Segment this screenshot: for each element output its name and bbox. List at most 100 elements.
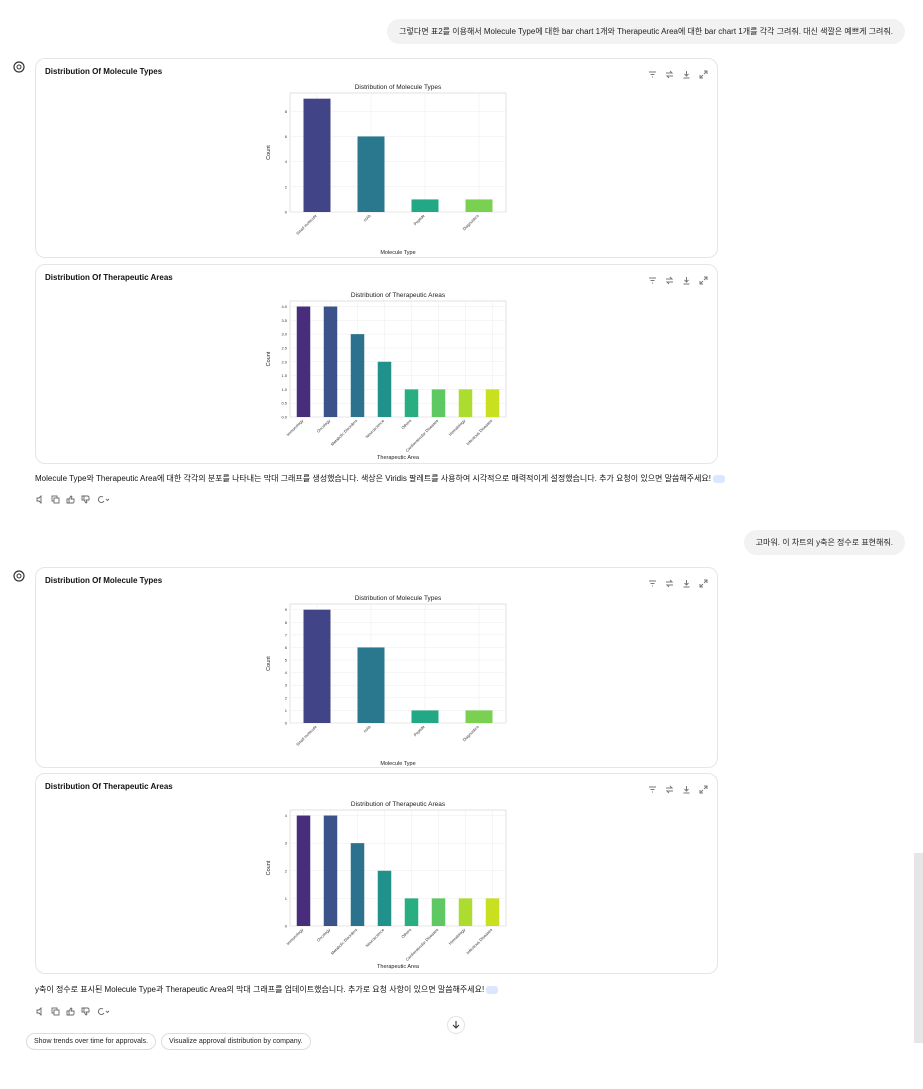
message-toolbar bbox=[36, 491, 110, 505]
download-icon[interactable] bbox=[682, 272, 691, 285]
chart-title: Distribution of Molecule Types bbox=[355, 84, 442, 91]
y-tick-label: 0 bbox=[285, 924, 288, 929]
y-axis-label: Count bbox=[266, 351, 272, 366]
y-tick-label: 0.0 bbox=[281, 415, 287, 420]
speaker-icon[interactable] bbox=[36, 491, 45, 505]
expand-icon[interactable] bbox=[699, 781, 708, 794]
swap-icon[interactable] bbox=[665, 66, 674, 79]
bar-small-molecule bbox=[303, 609, 331, 723]
thumbs-up-icon[interactable] bbox=[66, 1003, 75, 1016]
thumbs-down-icon[interactable] bbox=[81, 491, 90, 504]
x-tick-label: Infectious Diseases bbox=[465, 418, 493, 446]
scrollbar[interactable] bbox=[914, 853, 923, 1043]
assistant-reply: Molecule Type와 Therapeutic Area에 대한 각각의 … bbox=[35, 473, 726, 484]
y-tick-label: 8 bbox=[285, 620, 288, 625]
bar-mab bbox=[357, 136, 385, 212]
bar-hematology bbox=[458, 898, 473, 926]
filter-icon[interactable] bbox=[648, 66, 657, 78]
y-tick-label: 3 bbox=[285, 683, 288, 688]
thumbs-down-icon[interactable] bbox=[81, 1003, 90, 1016]
y-tick-label: 0 bbox=[285, 210, 288, 215]
therapeutic-areas-chart: Distribution of Therapeutic Areas 0 1 2 3 4 Im… bbox=[266, 801, 507, 970]
y-tick-label: 6 bbox=[285, 134, 288, 139]
speaker-icon[interactable] bbox=[36, 1003, 45, 1017]
x-tick-label: Immunology bbox=[285, 418, 304, 437]
bar-others bbox=[404, 898, 419, 926]
chart-title: Distribution of Molecule Types bbox=[355, 595, 442, 602]
suggestion-chip[interactable]: Visualize approval distribution by compa… bbox=[161, 1033, 311, 1050]
bar-others bbox=[404, 389, 419, 417]
x-tick-label: Peptide bbox=[413, 213, 427, 227]
scroll-down-button[interactable] bbox=[447, 1016, 465, 1034]
y-tick-label: 1 bbox=[285, 896, 288, 901]
y-tick-label: 3.5 bbox=[281, 318, 287, 323]
y-tick-label: 2 bbox=[285, 695, 288, 700]
card-actions bbox=[648, 781, 708, 794]
card-title: Distribution Of Therapeutic Areas bbox=[45, 782, 173, 791]
x-axis-label: Therapeutic Area bbox=[377, 455, 420, 461]
swap-icon[interactable] bbox=[665, 272, 674, 285]
code-badge-icon[interactable] bbox=[713, 474, 726, 483]
x-tick-label: Small molecule bbox=[295, 213, 318, 236]
x-tick-label: Small molecule bbox=[295, 724, 318, 747]
card-title: Distribution Of Molecule Types bbox=[45, 576, 163, 585]
x-tick-label: Metabolic Disorders bbox=[330, 927, 359, 956]
filter-icon[interactable] bbox=[648, 575, 657, 587]
y-tick-label: 8 bbox=[285, 109, 288, 114]
y-tick-label: 4 bbox=[285, 670, 288, 675]
chart-card-therapeutic-areas: Distribution Of Therapeutic Areas Distri… bbox=[35, 773, 718, 974]
download-icon[interactable] bbox=[682, 66, 691, 79]
suggestion-chip[interactable]: Show trends over time for approvals. bbox=[26, 1033, 156, 1050]
filter-icon[interactable] bbox=[648, 781, 657, 793]
copy-icon[interactable] bbox=[51, 1003, 60, 1016]
bar-peptide bbox=[411, 710, 439, 723]
y-tick-label: 0 bbox=[285, 721, 288, 726]
card-title: Distribution Of Molecule Types bbox=[45, 67, 163, 76]
x-tick-label: mAb bbox=[362, 213, 372, 223]
x-tick-label: Immunology bbox=[285, 927, 304, 946]
x-tick-label: Infectious Diseases bbox=[465, 927, 493, 955]
bar-infectious-diseases bbox=[485, 389, 500, 417]
x-axis-label: Molecule Type bbox=[380, 761, 415, 767]
bar-mab bbox=[357, 647, 385, 723]
molecule-types-chart: Distribution of Molecule Types 0 2 4 6 8 Small… bbox=[266, 84, 507, 256]
y-tick-label: 4 bbox=[285, 159, 288, 164]
arrow-down-icon bbox=[452, 1021, 460, 1029]
filter-icon[interactable] bbox=[648, 272, 657, 284]
swap-icon[interactable] bbox=[665, 781, 674, 794]
y-tick-label: 2 bbox=[285, 184, 288, 189]
download-icon[interactable] bbox=[682, 781, 691, 794]
x-tick-label: Hematology bbox=[448, 418, 467, 437]
bar-hematology bbox=[458, 389, 473, 417]
card-actions bbox=[648, 272, 708, 285]
openai-logo-icon bbox=[13, 61, 25, 73]
expand-icon[interactable] bbox=[699, 575, 708, 588]
copy-icon[interactable] bbox=[51, 491, 60, 504]
download-icon[interactable] bbox=[682, 575, 691, 588]
bar-oncology bbox=[323, 815, 338, 926]
regenerate-icon[interactable] bbox=[96, 1003, 110, 1015]
expand-icon[interactable] bbox=[699, 66, 708, 79]
code-badge-icon[interactable] bbox=[486, 985, 499, 994]
expand-icon[interactable] bbox=[699, 272, 708, 285]
plot-area bbox=[289, 300, 507, 418]
swap-icon[interactable] bbox=[665, 575, 674, 588]
bar-infectious-diseases bbox=[485, 898, 500, 926]
thumbs-up-icon[interactable] bbox=[66, 491, 75, 504]
x-tick-label: Hematology bbox=[448, 927, 467, 946]
y-tick-label: 0.5 bbox=[281, 401, 287, 406]
card-actions bbox=[648, 66, 708, 79]
y-axis-label: Count bbox=[266, 145, 272, 160]
plot-area bbox=[289, 809, 507, 927]
therapeutic-areas-chart: Distribution of Therapeutic Areas 0.0 0.5 1… bbox=[266, 292, 507, 461]
y-tick-label: 2.0 bbox=[281, 359, 287, 364]
bar-cardiovascular-diseases bbox=[431, 898, 446, 926]
user-message: 그렇다면 표2를 이용해서 Molecule Type에 대한 bar char… bbox=[387, 19, 905, 44]
y-tick-label: 2.5 bbox=[281, 345, 287, 350]
x-tick-label: Oncology bbox=[316, 927, 331, 942]
regenerate-icon[interactable] bbox=[96, 491, 110, 503]
x-tick-label: Others bbox=[400, 418, 412, 430]
y-tick-label: 9 bbox=[285, 607, 288, 612]
bar-neuroscience bbox=[377, 870, 392, 926]
bar-immunology bbox=[296, 815, 311, 926]
